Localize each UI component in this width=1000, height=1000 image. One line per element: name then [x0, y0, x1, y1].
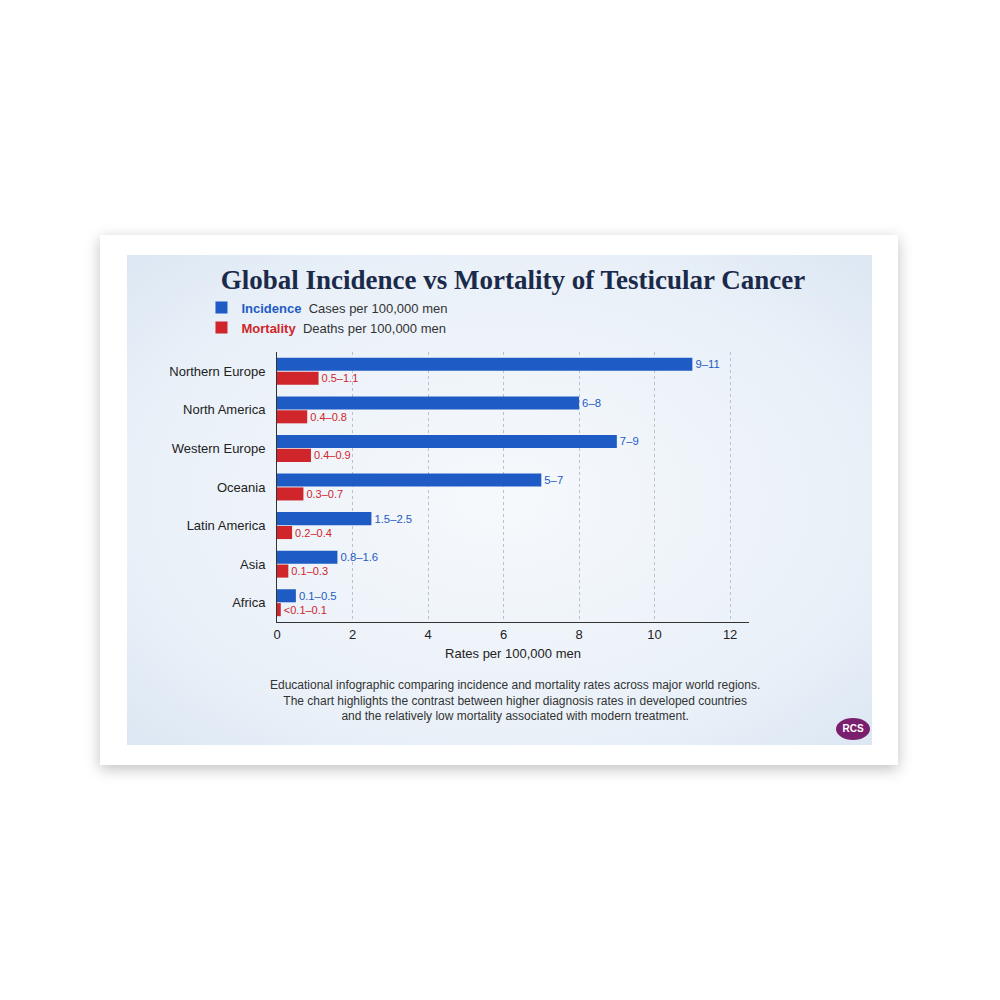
- svg-text:Africa: Africa: [232, 595, 266, 610]
- svg-text:0.1–0.5: 0.1–0.5: [299, 590, 337, 602]
- svg-text:9–11: 9–11: [695, 358, 719, 370]
- svg-text:1.5–2.5: 1.5–2.5: [374, 513, 412, 525]
- svg-text:0.4–0.9: 0.4–0.9: [314, 449, 351, 461]
- svg-text:0.8–1.6: 0.8–1.6: [340, 551, 378, 563]
- svg-text:0.1–0.3: 0.1–0.3: [291, 565, 328, 577]
- svg-text:Western Europe: Western Europe: [172, 441, 266, 456]
- svg-text:0.4–0.8: 0.4–0.8: [310, 411, 347, 423]
- svg-text:North America: North America: [183, 402, 266, 417]
- svg-text:0.2–0.4: 0.2–0.4: [295, 527, 332, 539]
- svg-text:5–7: 5–7: [544, 474, 563, 486]
- svg-text:6–8: 6–8: [582, 397, 601, 409]
- svg-text:0.3–0.7: 0.3–0.7: [306, 488, 343, 500]
- svg-text:0.5–1.1: 0.5–1.1: [322, 372, 359, 384]
- svg-text:7–9: 7–9: [620, 435, 639, 447]
- svg-text:Rates per 100,000 men: Rates per 100,000 men: [445, 646, 581, 661]
- svg-text:Mortality Deaths per 100,000: Mortality Deaths per 100,000 men: [241, 321, 446, 336]
- svg-text:4: 4: [424, 627, 431, 642]
- svg-text:2: 2: [349, 627, 356, 642]
- svg-text:12: 12: [723, 627, 737, 642]
- svg-text:6: 6: [500, 627, 507, 642]
- svg-text:8: 8: [575, 627, 582, 642]
- svg-text:Educational infographic compar: Educational infographic comparing incide…: [270, 678, 760, 723]
- svg-text:Incidence Cases per 100,000 m: Incidence Cases per 100,000 men: [241, 301, 447, 316]
- svg-text:0: 0: [273, 627, 280, 642]
- svg-text:Oceania: Oceania: [217, 480, 266, 495]
- svg-text:Latin America: Latin America: [187, 518, 267, 533]
- svg-text:Asia: Asia: [240, 557, 266, 572]
- svg-text:<0.1–0.1: <0.1–0.1: [284, 604, 327, 616]
- svg-text:Global Incidence vs Mortality: Global Incidence vs Mortality of Testicu…: [221, 265, 805, 295]
- svg-text:Northern Europe: Northern Europe: [169, 364, 265, 379]
- svg-text:10: 10: [647, 627, 661, 642]
